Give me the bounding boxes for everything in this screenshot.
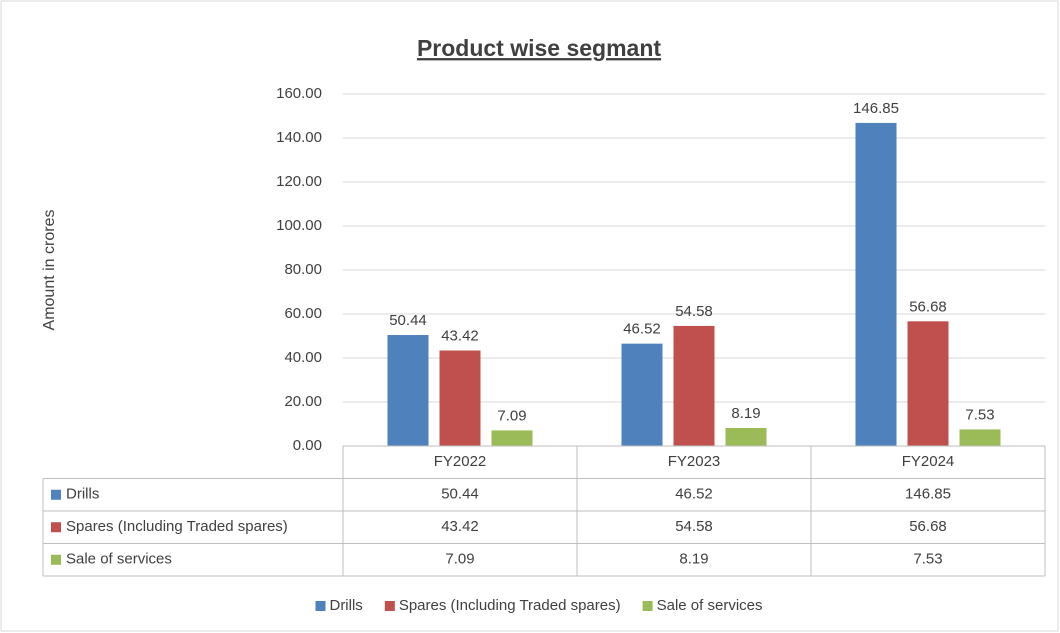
y-tick-label: 100.00: [276, 217, 322, 234]
bar: [621, 343, 663, 446]
table-cell: 50.44: [441, 486, 479, 503]
table-cell: 8.19: [679, 551, 708, 568]
table-row-label: Sale of services: [66, 551, 172, 568]
table-row-label: Drills: [66, 486, 99, 503]
table-cell: 7.09: [445, 551, 474, 568]
bar: [725, 427, 767, 446]
y-tick-label: 60.00: [284, 305, 322, 322]
data-label: 8.19: [731, 405, 760, 422]
table-cell: 56.68: [909, 518, 947, 535]
bar: [855, 122, 897, 447]
data-label: 7.09: [497, 407, 526, 424]
y-tick-label: 40.00: [284, 349, 322, 366]
data-label: 7.53: [965, 406, 994, 423]
table-cell: 146.85: [905, 486, 951, 503]
x-tick-label: FY2022: [434, 453, 487, 470]
y-tick-label: 0.00: [293, 437, 322, 454]
table-cell: 54.58: [675, 518, 713, 535]
bar: [439, 350, 481, 446]
legend-label: Spares (Including Traded spares): [399, 597, 621, 614]
bar: [673, 325, 715, 446]
legend-label: Drills: [329, 597, 362, 614]
legend-key: [642, 601, 653, 611]
data-label: 56.68: [909, 298, 947, 315]
table-cell: 46.52: [675, 486, 713, 503]
legend-key: [315, 601, 326, 611]
data-label: 54.58: [675, 303, 713, 320]
x-tick-label: FY2024: [902, 453, 955, 470]
y-axis-title: Amount in crores: [41, 210, 58, 331]
table-cell: 43.42: [441, 518, 479, 535]
data-label: 50.44: [389, 312, 427, 329]
y-tick-label: 20.00: [284, 393, 322, 410]
table-legend-key: [51, 489, 61, 500]
bar: [387, 335, 429, 446]
chart-title: Product wise segmant: [417, 35, 661, 61]
y-tick-label: 160.00: [276, 85, 322, 102]
y-tick-label: 140.00: [276, 129, 322, 146]
table-row-label: Spares (Including Traded spares): [66, 518, 288, 535]
data-label: 43.42: [441, 327, 479, 344]
y-tick-label: 80.00: [284, 261, 322, 278]
data-label: 146.85: [853, 100, 899, 117]
table-legend-key: [51, 554, 61, 565]
table-legend-key: [51, 522, 61, 533]
x-tick-label: FY2023: [668, 453, 721, 470]
legend-key: [384, 601, 395, 611]
bar: [491, 430, 533, 446]
bar: [959, 429, 1001, 446]
legend-label: Sale of services: [657, 597, 763, 614]
data-label: 46.52: [623, 321, 661, 338]
bar: [907, 321, 949, 446]
table-cell: 7.53: [913, 551, 942, 568]
y-tick-label: 120.00: [276, 173, 322, 190]
